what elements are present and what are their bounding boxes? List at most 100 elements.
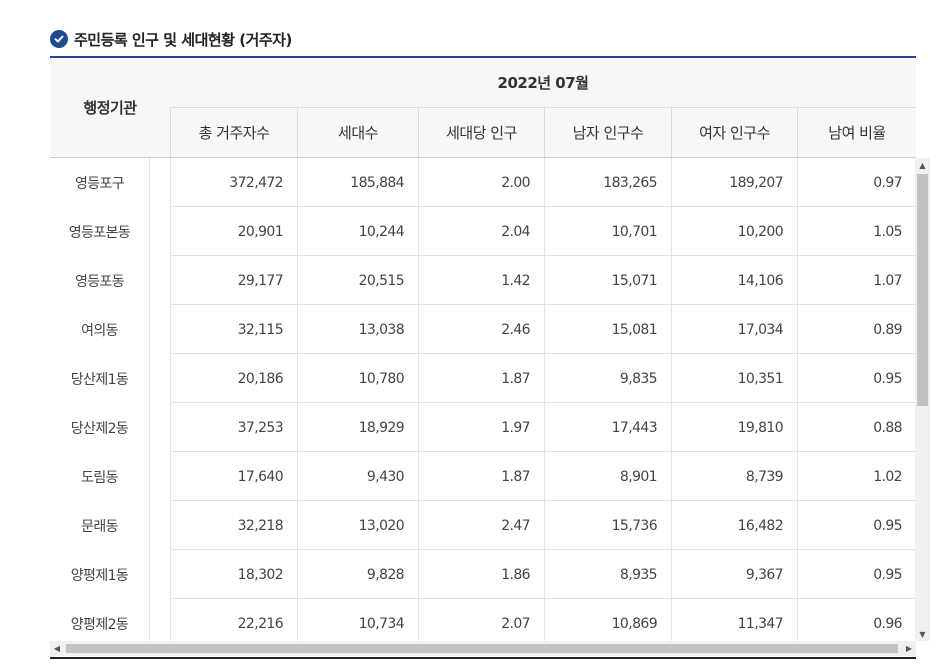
female-population-cell: 9,367 xyxy=(671,550,797,599)
vertical-scroll-thumb[interactable] xyxy=(917,174,928,406)
female-population-cell: 19,810 xyxy=(671,403,797,452)
table-bottom-rule xyxy=(50,657,916,659)
agency-name: 영등포본동 xyxy=(50,207,150,256)
sex-ratio-cell: 0.95 xyxy=(797,550,916,599)
agency-name: 문래동 xyxy=(50,501,150,550)
row-divider xyxy=(170,255,916,256)
female-population-cell: 11,347 xyxy=(671,599,797,641)
scroll-left-icon[interactable]: ◀ xyxy=(53,644,61,653)
agency-name: 당산제2동 xyxy=(50,403,150,452)
male-population-cell: 183,265 xyxy=(544,158,671,207)
sex-ratio-cell: 1.05 xyxy=(797,207,916,256)
horizontal-scroll-thumb[interactable] xyxy=(66,644,898,653)
row-divider xyxy=(170,402,916,403)
table-row: 문래동 32,218 13,020 2.47 15,736 16,482 0.9… xyxy=(50,501,916,550)
header-persons-per-household: 세대당 인구 xyxy=(418,108,544,157)
persons-per-household-cell: 1.86 xyxy=(418,550,544,599)
header-male-population: 남자 인구수 xyxy=(544,108,671,157)
row-divider xyxy=(170,451,916,452)
total-residents-cell: 32,218 xyxy=(170,501,297,550)
scroll-right-icon[interactable]: ▶ xyxy=(905,644,913,653)
scroll-up-icon[interactable]: ▲ xyxy=(919,160,926,170)
table-row: 여의동 32,115 13,038 2.46 15,081 17,034 0.8… xyxy=(50,305,916,354)
sex-ratio-cell: 0.95 xyxy=(797,354,916,403)
section-title: 주민등록 인구 및 세대현황 (거주자) xyxy=(50,28,292,50)
male-population-cell: 10,701 xyxy=(544,207,671,256)
agency-name: 영등포구 xyxy=(50,158,150,207)
male-population-cell: 15,071 xyxy=(544,256,671,305)
male-population-cell: 17,443 xyxy=(544,403,671,452)
female-population-cell: 16,482 xyxy=(671,501,797,550)
persons-per-household-cell: 2.47 xyxy=(418,501,544,550)
header-total-residents: 총 거주자수 xyxy=(170,108,297,157)
horizontal-scrollbar[interactable]: ◀ ▶ xyxy=(50,641,916,656)
persons-per-household-cell: 2.46 xyxy=(418,305,544,354)
sex-ratio-cell: 1.07 xyxy=(797,256,916,305)
header-agency: 행정기관 xyxy=(50,58,170,157)
row-divider xyxy=(170,206,916,207)
total-residents-cell: 18,302 xyxy=(170,550,297,599)
persons-per-household-cell: 1.97 xyxy=(418,403,544,452)
agency-name: 영등포동 xyxy=(50,256,150,305)
row-divider xyxy=(170,353,916,354)
households-cell: 10,780 xyxy=(297,354,418,403)
total-residents-cell: 20,901 xyxy=(170,207,297,256)
table-row: 영등포본동 20,901 10,244 2.04 10,701 10,200 1… xyxy=(50,207,916,256)
persons-per-household-cell: 1.87 xyxy=(418,452,544,501)
sex-ratio-cell: 0.89 xyxy=(797,305,916,354)
header-sex-ratio: 남여 비율 xyxy=(797,108,916,157)
agency-name: 양평제2동 xyxy=(50,599,150,641)
agency-name: 도림동 xyxy=(50,452,150,501)
sex-ratio-cell: 0.97 xyxy=(797,158,916,207)
header-households: 세대수 xyxy=(297,108,418,157)
total-residents-cell: 372,472 xyxy=(170,158,297,207)
table-row: 양평제1동 18,302 9,828 1.86 8,935 9,367 0.95 xyxy=(50,550,916,599)
vertical-scrollbar[interactable]: ▲ ▼ xyxy=(915,158,930,641)
households-cell: 13,020 xyxy=(297,501,418,550)
female-population-cell: 8,739 xyxy=(671,452,797,501)
scroll-down-icon[interactable]: ▼ xyxy=(919,629,926,639)
female-population-cell: 10,351 xyxy=(671,354,797,403)
male-population-cell: 8,901 xyxy=(544,452,671,501)
total-residents-cell: 32,115 xyxy=(170,305,297,354)
table-row: 영등포동 29,177 20,515 1.42 15,071 14,106 1.… xyxy=(50,256,916,305)
table-top-rule xyxy=(50,56,916,58)
male-population-cell: 9,835 xyxy=(544,354,671,403)
persons-per-household-cell: 2.00 xyxy=(418,158,544,207)
total-residents-cell: 17,640 xyxy=(170,452,297,501)
header-female-population: 여자 인구수 xyxy=(671,108,797,157)
table-row: 영등포구 372,472 185,884 2.00 183,265 189,20… xyxy=(50,158,916,207)
agency-name: 여의동 xyxy=(50,305,150,354)
check-circle-icon xyxy=(50,30,68,48)
row-divider xyxy=(170,304,916,305)
sex-ratio-cell: 0.88 xyxy=(797,403,916,452)
male-population-cell: 10,869 xyxy=(544,599,671,641)
table-row: 당산제2동 37,253 18,929 1.97 17,443 19,810 0… xyxy=(50,403,916,452)
header-divider xyxy=(50,157,916,158)
table-body[interactable]: 영등포구 372,472 185,884 2.00 183,265 189,20… xyxy=(50,158,916,641)
households-cell: 13,038 xyxy=(297,305,418,354)
table-row: 양평제2동 22,216 10,734 2.07 10,869 11,347 0… xyxy=(50,599,916,641)
persons-per-household-cell: 1.87 xyxy=(418,354,544,403)
sex-ratio-cell: 0.95 xyxy=(797,501,916,550)
total-residents-cell: 22,216 xyxy=(170,599,297,641)
persons-per-household-cell: 2.07 xyxy=(418,599,544,641)
households-cell: 9,430 xyxy=(297,452,418,501)
female-population-cell: 189,207 xyxy=(671,158,797,207)
female-population-cell: 17,034 xyxy=(671,305,797,354)
agency-name: 양평제1동 xyxy=(50,550,150,599)
section-title-text: 주민등록 인구 및 세대현황 (거주자) xyxy=(74,30,292,49)
table-row: 도림동 17,640 9,430 1.87 8,901 8,739 1.02 xyxy=(50,452,916,501)
total-residents-cell: 20,186 xyxy=(170,354,297,403)
persons-per-household-cell: 1.42 xyxy=(418,256,544,305)
female-population-cell: 10,200 xyxy=(671,207,797,256)
male-population-cell: 8,935 xyxy=(544,550,671,599)
sex-ratio-cell: 1.02 xyxy=(797,452,916,501)
households-cell: 18,929 xyxy=(297,403,418,452)
households-cell: 20,515 xyxy=(297,256,418,305)
male-population-cell: 15,736 xyxy=(544,501,671,550)
total-residents-cell: 29,177 xyxy=(170,256,297,305)
row-divider xyxy=(170,549,916,550)
households-cell: 9,828 xyxy=(297,550,418,599)
persons-per-household-cell: 2.04 xyxy=(418,207,544,256)
